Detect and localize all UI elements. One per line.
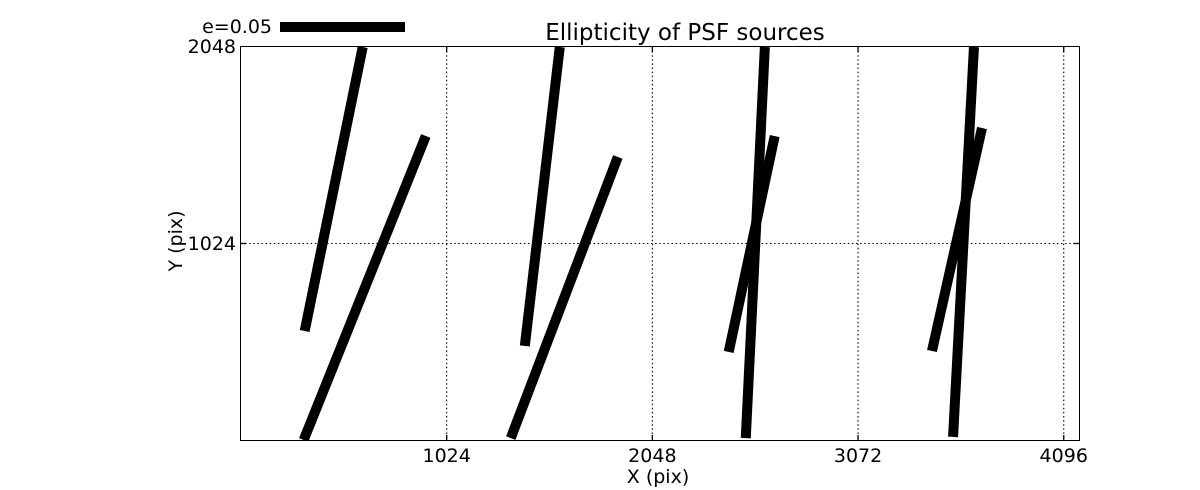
x-tick-label: 3072 <box>833 445 883 467</box>
legend-label: e=0.05 <box>202 16 272 38</box>
x-tick-label: 4096 <box>1039 445 1088 467</box>
whisker-segment <box>506 155 623 440</box>
y-tick-label: 1024 <box>187 232 236 255</box>
plot-canvas <box>241 47 1079 440</box>
whisker-segment <box>927 126 987 353</box>
whisker-segment <box>723 134 780 353</box>
whisker-segment <box>948 47 979 438</box>
whisker-segment <box>519 47 565 347</box>
chart-title: Ellipticity of PSF sources <box>545 20 825 46</box>
x-tick-label: 2048 <box>628 445 677 467</box>
legend-whisker-sample <box>280 22 405 32</box>
whisker-segment <box>299 47 368 333</box>
plot-area <box>240 46 1080 441</box>
y-tick-label: 2048 <box>187 36 236 58</box>
x-axis-label: X (pix) <box>626 466 690 488</box>
x-tick-label: 1024 <box>422 445 471 467</box>
whisker-segment <box>299 134 431 440</box>
